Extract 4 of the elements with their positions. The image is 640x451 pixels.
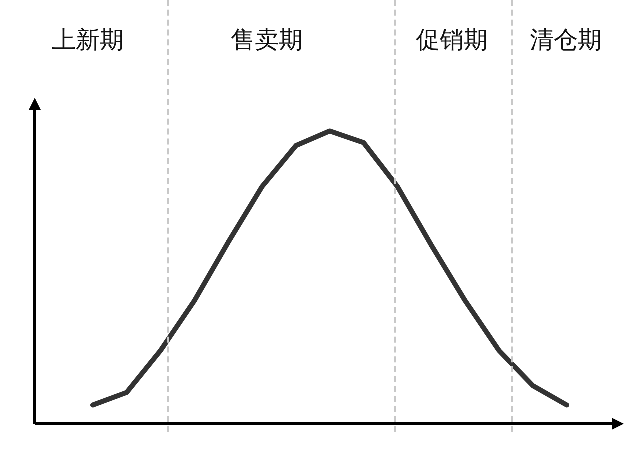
text: 促销期 xyxy=(416,25,488,56)
text: 清仓期 xyxy=(530,25,602,56)
text: 售卖期 xyxy=(231,25,303,56)
text: 上新期 xyxy=(52,25,124,56)
